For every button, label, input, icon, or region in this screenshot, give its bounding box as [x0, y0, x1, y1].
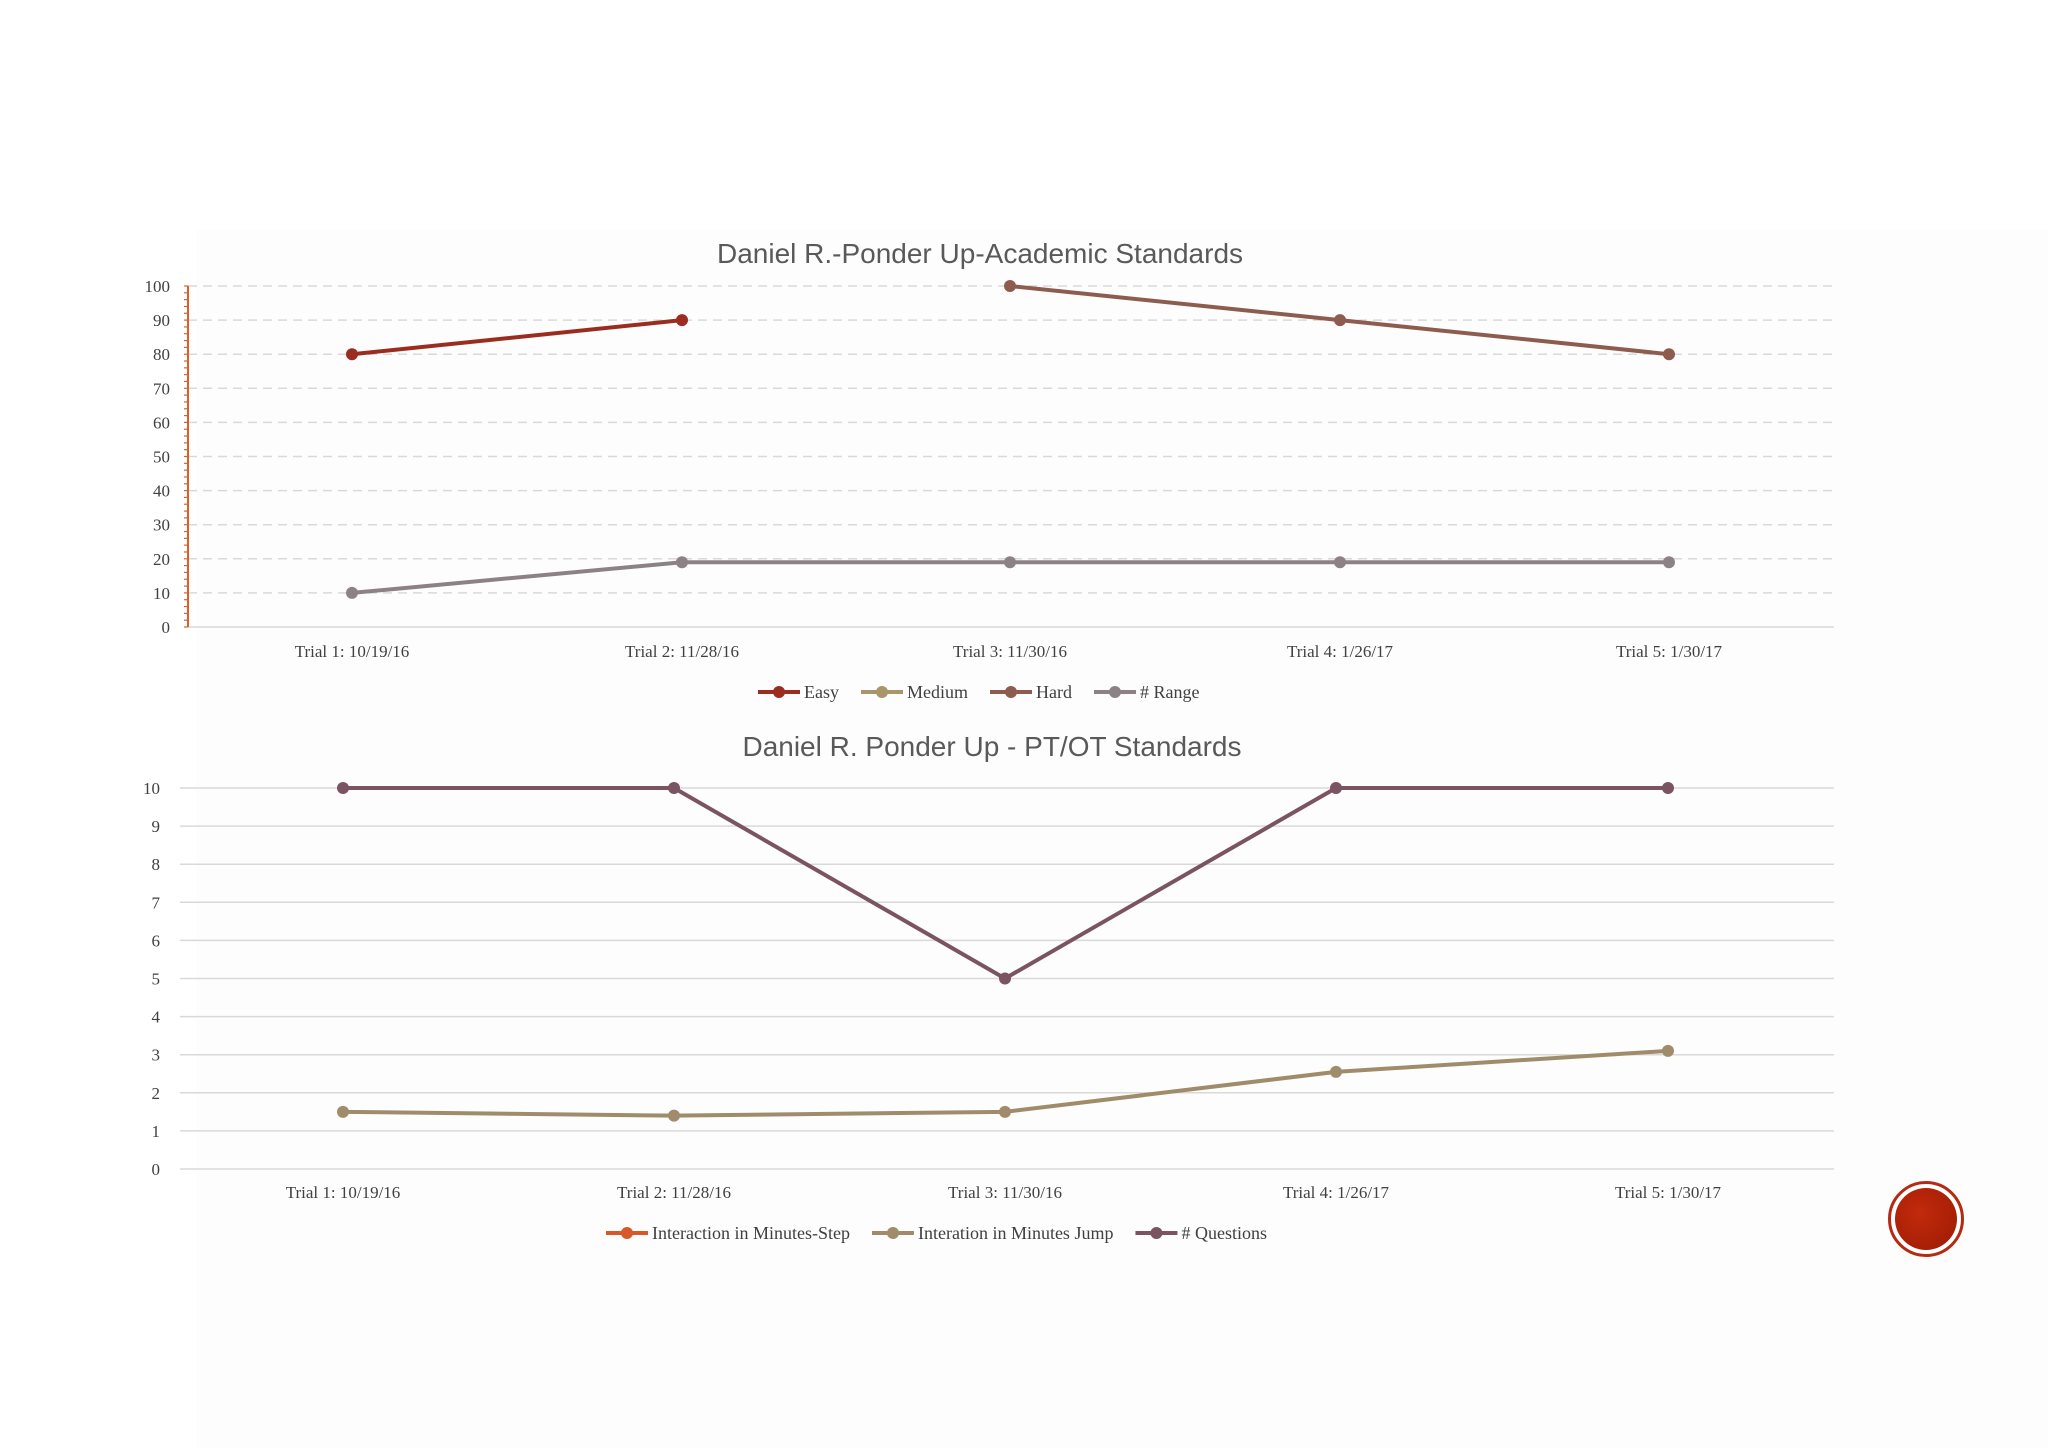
- x-tick-label: Trial 3: 11/30/16: [948, 1183, 1062, 1202]
- legend-swatch-marker: [773, 686, 785, 698]
- data-point-series-2: [1004, 280, 1016, 292]
- data-point-series-2: [1330, 782, 1342, 794]
- legend-label: # Range: [1140, 682, 1199, 702]
- y-tick-label: 60: [153, 413, 170, 432]
- x-tick-label: Trial 1: 10/19/16: [286, 1183, 401, 1202]
- data-point-series-1: [1330, 1065, 1342, 1078]
- ptot-standards-chart: Daniel R. Ponder Up - PT/OT Standards 0 1 2…: [143, 731, 1834, 1243]
- x-tick-label: Trial 4: 1/26/17: [1283, 1183, 1390, 1202]
- y-tick-label: 10: [153, 584, 170, 603]
- data-point-series-1: [1662, 1044, 1674, 1057]
- legend-label: Easy: [804, 682, 839, 702]
- data-point-series-1: [999, 1105, 1011, 1118]
- y-tick-label: 20: [153, 550, 170, 569]
- legend-swatch-marker: [621, 1227, 633, 1239]
- y-tick-label: 90: [153, 311, 170, 330]
- legend-swatch-marker: [1108, 686, 1121, 698]
- series-line-2: [341, 786, 1670, 981]
- chart-title: Daniel R.-Ponder Up-Academic Standards: [717, 238, 1243, 269]
- series-line-0: [350, 318, 684, 357]
- x-tick-label: Trial 1: 10/19/16: [295, 642, 410, 661]
- y-tick-label: 3: [152, 1046, 161, 1065]
- y-tick-label: 80: [153, 345, 170, 364]
- slide-number-badge: [1888, 1181, 1964, 1257]
- data-point-series-3: [346, 586, 358, 599]
- x-tick-label: Trial 5: 1/30/17: [1616, 642, 1723, 661]
- x-tick-label: Trial 3: 11/30/16: [953, 642, 1067, 661]
- legend-swatch-marker: [886, 1227, 899, 1239]
- legend-label: Hard: [1036, 682, 1072, 702]
- data-point-series-3: [1334, 556, 1346, 569]
- slide-background-panel: [196, 230, 2048, 1448]
- legend-label: Interaction in Minutes-Step: [652, 1223, 850, 1243]
- y-tick-label: 30: [153, 516, 170, 535]
- data-point-series-3: [1004, 556, 1016, 569]
- badge-inner-circle: [1895, 1188, 1957, 1250]
- y-tick-label: 50: [153, 448, 170, 467]
- legend-swatch-marker: [1005, 686, 1017, 698]
- data-point-series-2: [337, 782, 349, 794]
- legend-label: Interation in Minutes Jump: [918, 1223, 1113, 1243]
- data-point-series-2: [668, 782, 680, 794]
- data-point-series-1: [337, 1105, 349, 1118]
- data-point-series-2: [1334, 314, 1346, 327]
- data-point-series-2: [1663, 348, 1675, 361]
- y-tick-label: 7: [152, 893, 161, 912]
- data-point-series-2: [1662, 782, 1674, 794]
- chart-title: Daniel R. Ponder Up - PT/OT Standards: [742, 731, 1241, 762]
- y-tick-label: 9: [152, 817, 161, 836]
- y-tick-label: 5: [152, 970, 161, 989]
- legend-label: Medium: [907, 682, 968, 702]
- x-tick-label: Trial 5: 1/30/17: [1615, 1183, 1722, 1202]
- y-tick-label: 2: [152, 1084, 161, 1103]
- academic-standards-chart: Daniel R.-Ponder Up-Academic Standards 0 1…: [145, 238, 1834, 702]
- y-tick-label: 100: [145, 277, 171, 296]
- x-tick-label: Trial 4: 1/26/17: [1287, 642, 1394, 661]
- x-tick-label: Trial 2: 11/28/16: [617, 1183, 731, 1202]
- data-point-series-2: [999, 972, 1011, 985]
- legend-swatch-marker: [876, 686, 888, 698]
- y-tick-label: 6: [152, 931, 161, 950]
- y-tick-label: 0: [152, 1160, 161, 1179]
- y-tick-label: 0: [162, 618, 171, 637]
- data-point-series-3: [1663, 556, 1675, 569]
- y-tick-label: 1: [152, 1122, 161, 1141]
- legend-swatch-marker: [1150, 1227, 1163, 1239]
- data-point-series-0: [346, 348, 358, 361]
- x-tick-label: Trial 2: 11/28/16: [625, 642, 739, 661]
- data-point-series-3: [676, 556, 688, 569]
- y-tick-label: 8: [152, 855, 161, 874]
- y-tick-label: 40: [153, 482, 170, 501]
- y-tick-label: 10: [143, 779, 160, 798]
- y-tick-label: 70: [153, 379, 170, 398]
- y-tick-label: 4: [152, 1008, 161, 1027]
- data-point-series-0: [676, 314, 688, 327]
- legend-label: # Questions: [1181, 1223, 1267, 1243]
- data-point-series-1: [668, 1109, 680, 1122]
